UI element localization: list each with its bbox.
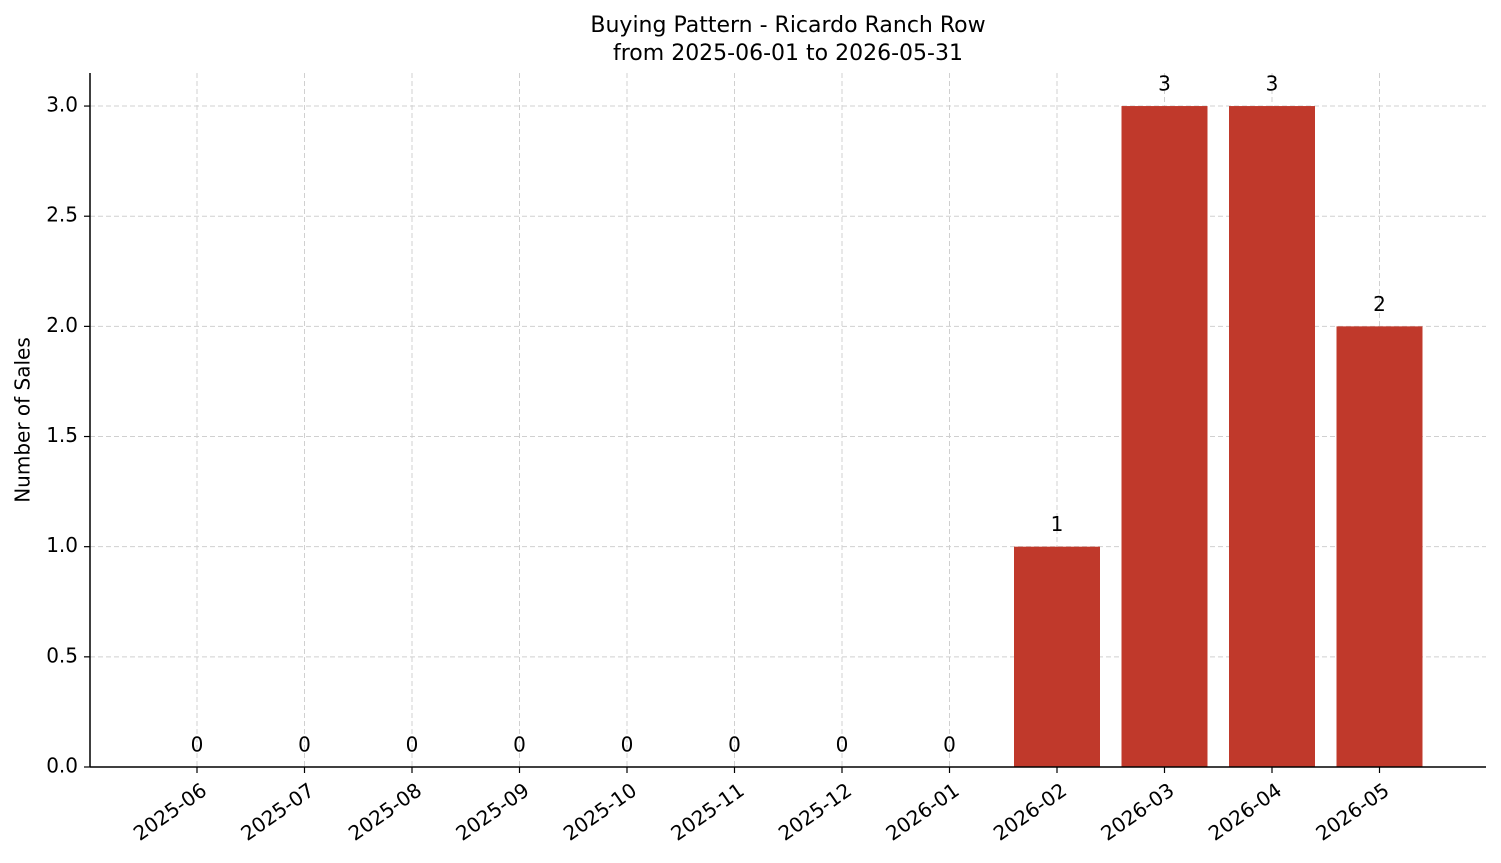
x-tick-label: 2025-09 bbox=[451, 778, 533, 846]
value-label: 0 bbox=[621, 733, 634, 757]
value-label: 0 bbox=[191, 733, 204, 757]
bar bbox=[1336, 326, 1423, 767]
y-tick-label: 0.0 bbox=[46, 754, 78, 778]
x-tick-label: 2026-02 bbox=[989, 778, 1071, 846]
value-label: 0 bbox=[406, 733, 419, 757]
chart-title: Buying Pattern - Ricardo Ranch Row bbox=[590, 13, 985, 38]
x-tick-label: 2026-01 bbox=[881, 778, 963, 846]
y-tick-label: 1.0 bbox=[46, 533, 78, 557]
value-label: 2 bbox=[1373, 292, 1386, 316]
value-label: 0 bbox=[728, 733, 741, 757]
x-tick-label: 2026-05 bbox=[1311, 778, 1393, 846]
bar bbox=[1121, 106, 1208, 768]
value-label: 0 bbox=[943, 733, 956, 757]
bar bbox=[1014, 546, 1100, 767]
x-tick-label: 2026-04 bbox=[1204, 778, 1286, 846]
x-tick-label: 2025-11 bbox=[666, 778, 748, 846]
y-tick-label: 2.5 bbox=[46, 203, 78, 227]
value-label: 1 bbox=[1051, 512, 1064, 536]
y-tick-label: 2.0 bbox=[46, 313, 78, 337]
bar bbox=[1229, 106, 1315, 768]
x-tick-label: 2025-12 bbox=[774, 778, 856, 846]
x-tick-label: 2025-06 bbox=[129, 778, 211, 846]
value-label: 0 bbox=[836, 733, 849, 757]
y-tick-label: 0.5 bbox=[46, 643, 78, 667]
x-tick-label: 2025-10 bbox=[559, 778, 641, 846]
y-tick-label: 3.0 bbox=[46, 93, 78, 117]
y-tick-label: 1.5 bbox=[46, 423, 78, 447]
x-tick-label: 2025-07 bbox=[236, 778, 318, 846]
value-label: 3 bbox=[1266, 72, 1279, 96]
value-label: 0 bbox=[513, 733, 526, 757]
chart-subtitle: from 2025-06-01 to 2026-05-31 bbox=[613, 41, 963, 66]
x-tick-label: 2025-08 bbox=[344, 778, 426, 846]
y-axis-label: Number of Sales bbox=[11, 337, 35, 503]
x-tick-label: 2026-03 bbox=[1096, 778, 1178, 846]
value-label: 0 bbox=[298, 733, 311, 757]
value-label: 3 bbox=[1158, 72, 1171, 96]
